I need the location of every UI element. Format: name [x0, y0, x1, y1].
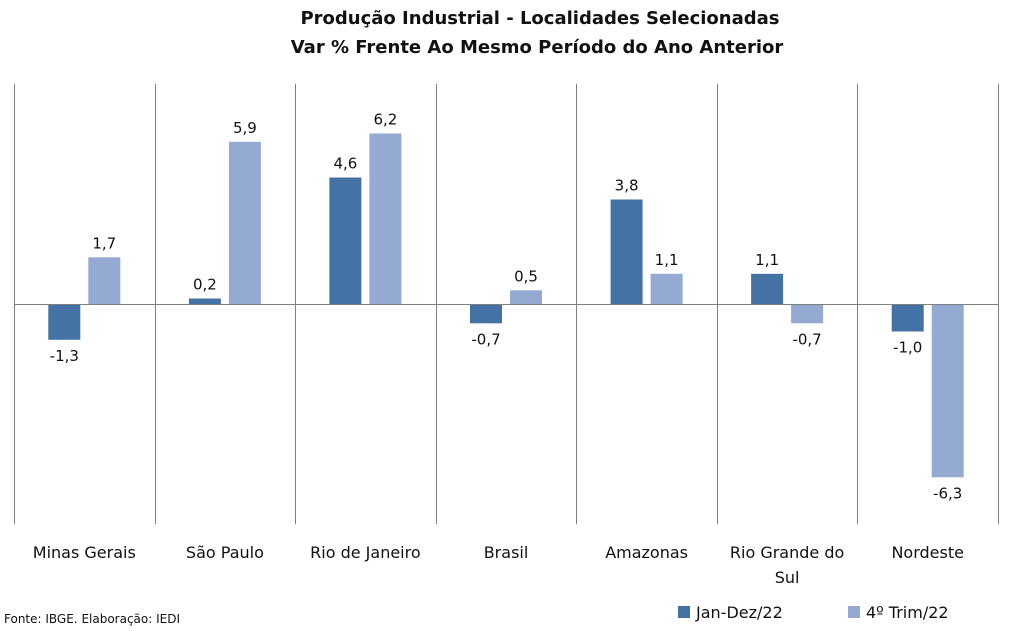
data-label: 0,5: [514, 267, 538, 285]
bar-jan-dez-6: [891, 304, 924, 332]
bar-trim-0: [88, 257, 121, 305]
data-label: 1,7: [92, 234, 116, 252]
data-label: -6,3: [933, 484, 962, 502]
data-label: 5,9: [233, 119, 257, 137]
source-note: Fonte: IBGE. Elaboração: IEDI: [4, 612, 180, 626]
category-labels-group: Minas Gerais São Paulo Rio de Janeiro Brasi…: [33, 543, 964, 587]
bar-jan-dez-1: [188, 298, 221, 304]
data-label: 4,6: [333, 155, 357, 173]
data-label: 1,1: [755, 251, 779, 269]
data-label: 1,1: [655, 251, 679, 269]
bar-trim-2: [369, 133, 402, 304]
legend-swatch: [848, 606, 860, 618]
category-label: Brasil: [484, 543, 529, 562]
data-label: 0,2: [193, 276, 217, 294]
bar-jan-dez-2: [329, 177, 362, 304]
bar-trim-3: [510, 290, 542, 305]
category-label: Rio de Janeiro: [310, 543, 421, 562]
bar-trim-5: [791, 304, 824, 324]
category-label: Sul: [775, 568, 800, 587]
chart-title-line1: Produção Industrial - Localidades Seleci…: [300, 8, 779, 29]
legend-label: Jan-Dez/22: [695, 603, 783, 622]
category-label: São Paulo: [186, 543, 264, 562]
data-label: -0,7: [792, 330, 821, 348]
data-label: -1,3: [50, 347, 79, 365]
data-label: -0,7: [471, 330, 500, 348]
bar-jan-dez-4: [610, 199, 643, 304]
bar-trim-4: [650, 273, 683, 305]
data-label: 3,8: [615, 177, 639, 195]
category-label: Nordeste: [891, 543, 964, 562]
bar-jan-dez-3: [470, 304, 502, 324]
data-label: 6,2: [373, 111, 397, 129]
chart-title-line2: Var % Frente Ao Mesmo Período do Ano Ant…: [291, 37, 784, 58]
legend-label: 4º Trim/22: [866, 603, 949, 622]
data-labels-group: -1,3 1,7 0,2 5,9 4,6 6,2 -0,7 0,5 3,8 1,1 1,1 -0,7 -…: [50, 111, 963, 503]
bar-jan-dez-5: [751, 273, 784, 305]
data-label: -1,0: [893, 339, 922, 357]
legend: Jan-Dez/22 4º Trim/22: [678, 603, 949, 622]
legend-swatch: [678, 606, 690, 618]
bar-jan-dez-0: [48, 304, 81, 340]
category-label: Amazonas: [605, 543, 688, 562]
category-label: Minas Gerais: [33, 543, 136, 562]
category-label: Rio Grande do: [730, 543, 844, 562]
bars-group: [48, 133, 964, 478]
bar-trim-6: [931, 304, 964, 478]
bar-trim-1: [228, 141, 261, 305]
